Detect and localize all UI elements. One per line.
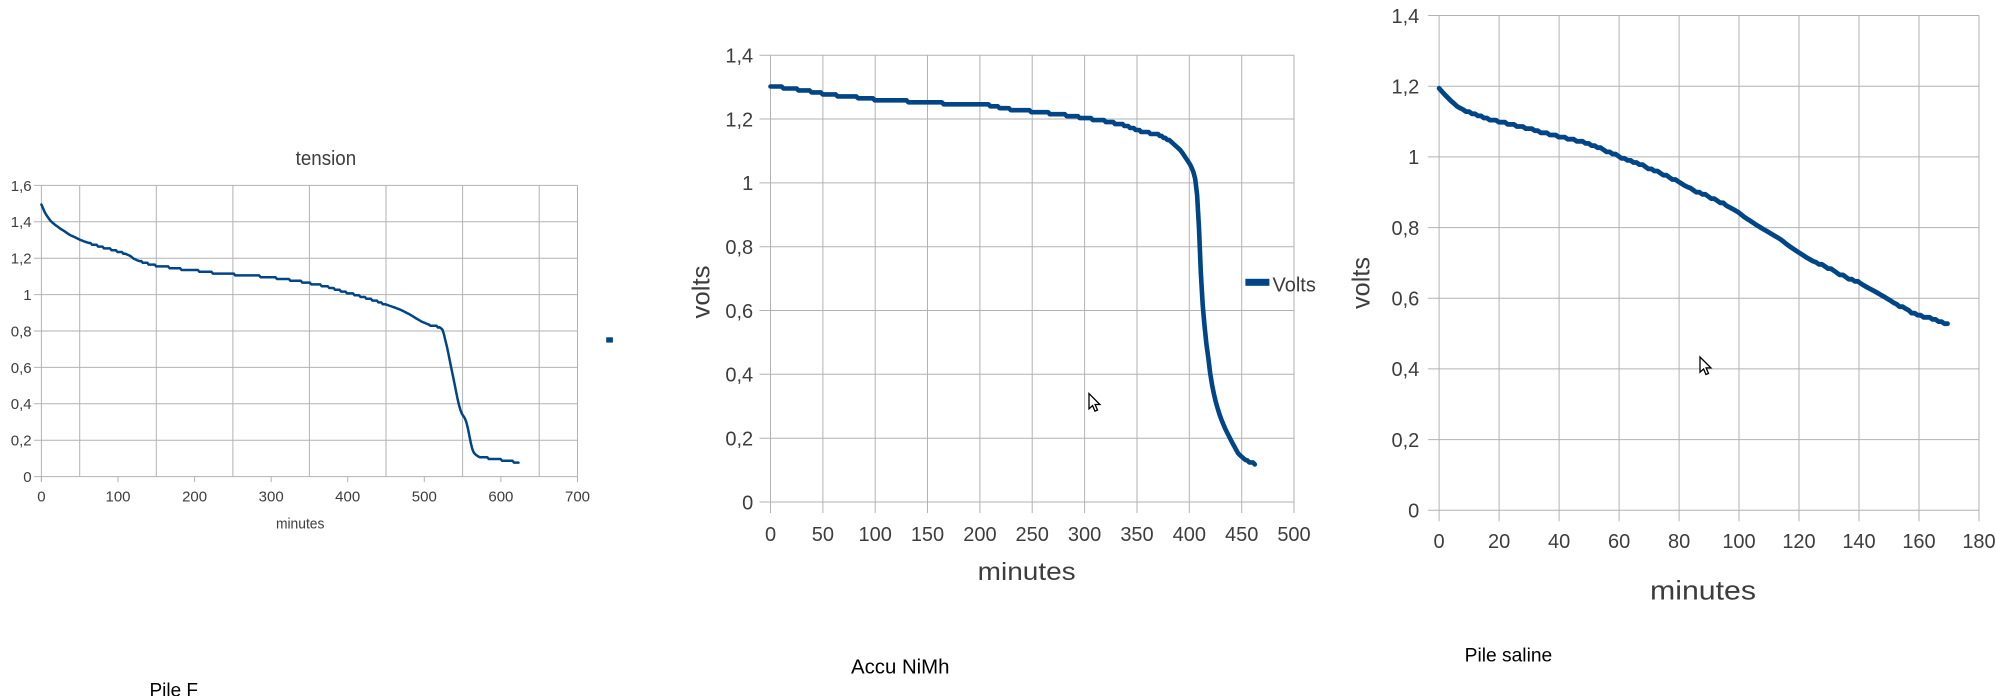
svg-text:50: 50: [812, 524, 834, 546]
svg-text:0: 0: [1434, 531, 1445, 553]
svg-text:1: 1: [23, 287, 31, 304]
svg-text:volts: volts: [688, 266, 716, 319]
svg-text:400: 400: [1173, 524, 1206, 546]
svg-text:140: 140: [1842, 531, 1875, 553]
svg-text:300: 300: [1068, 524, 1101, 546]
svg-text:120: 120: [1782, 531, 1815, 553]
svg-text:Volts: Volts: [1273, 274, 1316, 296]
svg-text:volts: volts: [1348, 257, 1376, 309]
svg-text:0: 0: [742, 492, 753, 514]
svg-text:1,6: 1,6: [11, 178, 32, 195]
svg-text:0,4: 0,4: [725, 365, 753, 387]
svg-text:1,4: 1,4: [725, 46, 753, 68]
svg-text:minutes: minutes: [276, 515, 325, 532]
svg-text:minutes: minutes: [1650, 576, 1756, 606]
svg-text:0,2: 0,2: [1391, 430, 1419, 452]
svg-text:350: 350: [1120, 524, 1153, 546]
svg-text:minutes: minutes: [978, 558, 1076, 586]
svg-text:100: 100: [859, 524, 892, 546]
svg-text:1,2: 1,2: [11, 251, 32, 268]
svg-text:1,2: 1,2: [1391, 77, 1419, 99]
svg-text:60: 60: [1608, 531, 1630, 553]
svg-text:500: 500: [412, 488, 437, 505]
svg-text:0,6: 0,6: [1391, 289, 1419, 311]
svg-text:0: 0: [765, 524, 776, 546]
svg-text:40: 40: [1548, 531, 1570, 553]
svg-text:0,2: 0,2: [725, 429, 753, 451]
svg-text:1,2: 1,2: [725, 109, 753, 131]
svg-text:0,6: 0,6: [11, 360, 32, 377]
svg-text:0,2: 0,2: [11, 433, 32, 450]
svg-text:0,8: 0,8: [11, 323, 32, 340]
svg-text:700: 700: [565, 488, 590, 505]
svg-text:600: 600: [488, 488, 513, 505]
svg-text:180: 180: [1962, 531, 1995, 553]
svg-text:500: 500: [1277, 524, 1310, 546]
svg-text:0,6: 0,6: [725, 301, 753, 323]
svg-text:Accu NiMh: Accu NiMh: [851, 657, 950, 679]
svg-text:150: 150: [911, 524, 944, 546]
svg-text:160: 160: [1902, 531, 1935, 553]
svg-text:tension: tension: [296, 148, 357, 170]
svg-text:1,4: 1,4: [1391, 6, 1419, 28]
svg-text:200: 200: [182, 488, 207, 505]
svg-text:100: 100: [1722, 531, 1755, 553]
svg-text:20: 20: [1488, 531, 1510, 553]
svg-text:0: 0: [1408, 501, 1419, 523]
svg-text:300: 300: [259, 488, 284, 505]
svg-text:0,4: 0,4: [1391, 359, 1419, 381]
svg-text:450: 450: [1225, 524, 1258, 546]
svg-text:0: 0: [37, 488, 45, 505]
svg-text:1: 1: [742, 173, 753, 195]
svg-text:0: 0: [23, 469, 31, 486]
svg-text:1: 1: [1408, 147, 1419, 169]
svg-text:0,4: 0,4: [11, 396, 32, 413]
svg-text:0,8: 0,8: [1391, 218, 1419, 240]
svg-text:Pile saline: Pile saline: [1465, 646, 1553, 667]
svg-text:Pile F: Pile F: [150, 680, 199, 696]
svg-text:1,4: 1,4: [11, 214, 32, 231]
svg-text:100: 100: [105, 488, 130, 505]
svg-text:0,8: 0,8: [725, 237, 753, 259]
svg-text:200: 200: [963, 524, 996, 546]
svg-text:250: 250: [1016, 524, 1049, 546]
svg-text:400: 400: [335, 488, 360, 505]
svg-text:80: 80: [1668, 531, 1690, 553]
